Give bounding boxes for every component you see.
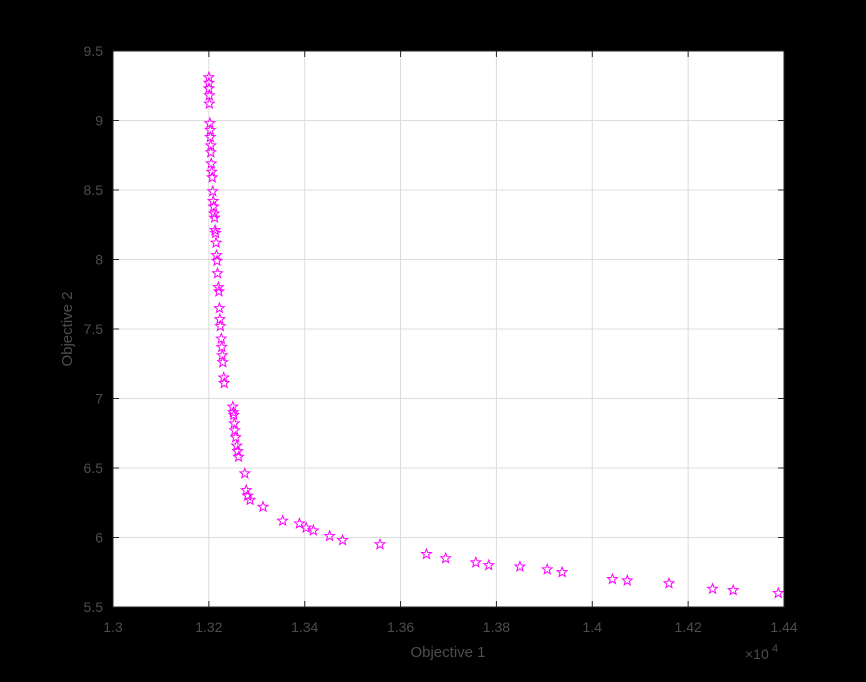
x-tick-label: 1.42 xyxy=(675,619,702,635)
data-point-star xyxy=(215,332,228,345)
y-axis-label: Objective 2 xyxy=(59,291,76,366)
data-point-star xyxy=(293,516,306,529)
data-point-star xyxy=(208,211,221,224)
y-tick-label: 7 xyxy=(95,391,103,407)
x-axis-label: Objective 1 xyxy=(410,644,485,661)
y-tick-label: 9.5 xyxy=(84,43,104,59)
data-point-star xyxy=(323,529,336,542)
x-tick-label: 1.36 xyxy=(387,619,414,635)
data-point-star xyxy=(662,576,676,589)
x-exponent-power: 4 xyxy=(772,643,778,655)
x-exponent-label: ×10 xyxy=(745,646,769,662)
data-point-star xyxy=(232,450,245,463)
x-tick-label: 1.3 xyxy=(103,619,123,635)
axis-ticks: 1.3 1.32 1.34 1.36 1.38 1.4 1.42 1.44 5.5 6 6.5 7 7.… xyxy=(84,43,798,635)
data-point-star xyxy=(203,97,216,110)
data-point-star xyxy=(210,254,224,267)
y-tick-label: 9 xyxy=(95,113,103,129)
data-point-star xyxy=(212,280,225,293)
data-point-star xyxy=(373,537,387,550)
y-tick-label: 5.5 xyxy=(84,599,104,615)
data-point-star xyxy=(238,466,252,479)
data-point-star xyxy=(213,301,226,314)
data-point-star xyxy=(482,558,496,571)
y-tick-label: 6 xyxy=(95,530,103,546)
data-point-star xyxy=(207,207,221,219)
data-point-star xyxy=(606,572,619,585)
data-point-star xyxy=(216,355,230,368)
data-point-star xyxy=(706,582,719,595)
y-tick-label: 8.5 xyxy=(84,182,104,198)
x-tick-label: 1.32 xyxy=(195,619,222,635)
data-point-star xyxy=(204,145,218,158)
data-point-star xyxy=(227,408,241,421)
data-point-star xyxy=(420,547,433,560)
data-point-star xyxy=(540,562,554,575)
data-point-star xyxy=(469,555,483,568)
data-point-star xyxy=(204,156,218,169)
y-tick-label: 8 xyxy=(95,252,103,268)
data-markers xyxy=(202,70,785,599)
data-point-star xyxy=(202,70,216,83)
data-point-star xyxy=(620,573,634,586)
data-point-star xyxy=(217,376,231,389)
data-point-star xyxy=(771,586,785,599)
data-point-star xyxy=(206,184,219,197)
data-point-star xyxy=(299,521,313,534)
data-point-star xyxy=(726,583,740,596)
data-point-star xyxy=(215,340,229,353)
data-point-star xyxy=(209,226,222,239)
data-point-star xyxy=(336,533,349,546)
data-point-star xyxy=(229,430,242,443)
x-tick-label: 1.34 xyxy=(291,619,318,635)
data-point-star xyxy=(202,76,216,89)
data-point-star xyxy=(256,500,270,513)
data-point-star xyxy=(555,565,569,578)
x-tick-label: 1.38 xyxy=(483,619,510,635)
y-tick-label: 7.5 xyxy=(84,321,104,337)
data-point-star xyxy=(205,170,219,183)
data-point-star xyxy=(513,560,527,573)
data-point-star xyxy=(204,130,217,143)
data-point-star xyxy=(439,551,452,564)
data-point-star xyxy=(307,523,320,536)
data-point-star xyxy=(212,284,226,297)
x-tick-label: 1.4 xyxy=(583,619,603,635)
data-point-star xyxy=(243,493,257,506)
x-tick-label: 1.44 xyxy=(770,619,797,635)
data-point-star xyxy=(214,319,227,332)
data-point-star xyxy=(276,514,289,527)
data-point-star xyxy=(209,236,223,249)
data-point-star xyxy=(227,405,240,418)
data-point-star xyxy=(228,423,242,436)
y-tick-label: 6.5 xyxy=(84,460,104,476)
data-point-star xyxy=(208,223,222,236)
grid-lines xyxy=(113,51,784,607)
data-point-star xyxy=(211,266,224,279)
data-point-star xyxy=(239,483,253,496)
